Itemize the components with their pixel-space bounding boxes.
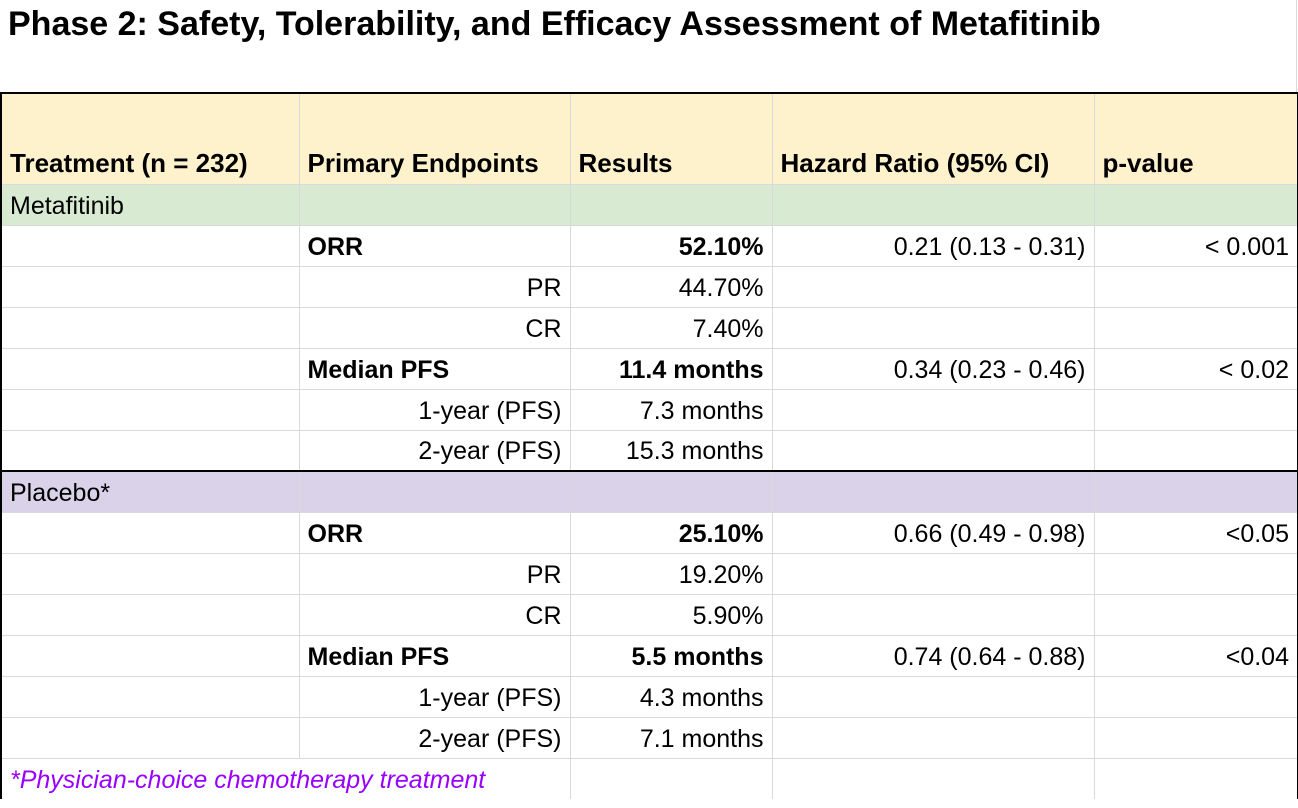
treatment-cell[interactable] (0, 593, 300, 636)
treatment-cell[interactable] (0, 388, 300, 431)
table-row: Median PFS 5.5 months 0.74 (0.64 - 0.88) <0… (0, 634, 1298, 677)
header-row: Treatment (n = 232) Primary Endpoints Re… (0, 92, 1298, 185)
result-cell[interactable]: 15.3 months (569, 429, 773, 472)
hazard-ratio-cell[interactable]: 0.74 (0.64 - 0.88) (771, 634, 1095, 677)
treatment-cell[interactable] (0, 716, 300, 759)
endpoint-cell[interactable]: 1-year (PFS) (298, 675, 571, 718)
endpoint-cell[interactable]: CR (298, 306, 571, 349)
endpoint-cell[interactable]: 2-year (PFS) (298, 429, 571, 472)
p-value-cell[interactable] (1093, 716, 1298, 759)
endpoint-cell[interactable]: PR (298, 265, 571, 308)
endpoint-cell[interactable]: CR (298, 593, 571, 636)
endpoint-cell[interactable]: PR (298, 552, 571, 595)
treatment-cell[interactable] (0, 429, 300, 472)
p-value-cell[interactable] (1093, 306, 1298, 349)
group-empty-cell[interactable] (298, 470, 571, 513)
endpoint-cell[interactable]: ORR (298, 224, 571, 267)
result-cell[interactable]: 11.4 months (569, 347, 773, 390)
header-results[interactable]: Results (569, 92, 773, 185)
group-empty-cell[interactable] (569, 470, 773, 513)
hazard-ratio-cell[interactable] (771, 716, 1095, 759)
footnote-text[interactable]: *Physician-choice chemotherapy treatment (0, 757, 571, 799)
group-empty-cell[interactable] (298, 183, 571, 226)
result-cell[interactable]: 4.3 months (569, 675, 773, 718)
hazard-ratio-cell[interactable] (771, 675, 1095, 718)
group-row: Metafitinib (0, 183, 1298, 226)
table-row: 1-year (PFS) 4.3 months (0, 675, 1298, 718)
table-row: PR 19.20% (0, 552, 1298, 595)
table-row: 2-year (PFS) 15.3 months (0, 429, 1298, 472)
footnote-row: *Physician-choice chemotherapy treatment (0, 757, 1298, 799)
p-value-cell[interactable] (1093, 388, 1298, 431)
treatment-cell[interactable] (0, 675, 300, 718)
page-title: Phase 2: Safety, Tolerability, and Effic… (8, 5, 1101, 43)
result-cell[interactable]: 7.1 months (569, 716, 773, 759)
hazard-ratio-cell[interactable] (771, 593, 1095, 636)
p-value-cell[interactable] (1093, 593, 1298, 636)
table-row: PR 44.70% (0, 265, 1298, 308)
hazard-ratio-cell[interactable]: 0.21 (0.13 - 0.31) (771, 224, 1095, 267)
header-treatment[interactable]: Treatment (n = 232) (0, 92, 300, 185)
hazard-ratio-cell[interactable]: 0.34 (0.23 - 0.46) (771, 347, 1095, 390)
endpoint-cell[interactable]: ORR (298, 511, 571, 554)
empty-cell[interactable] (569, 757, 773, 799)
endpoint-cell[interactable]: Median PFS (298, 347, 571, 390)
treatment-cell[interactable] (0, 552, 300, 595)
group-empty-cell[interactable] (1093, 183, 1298, 226)
p-value-cell[interactable]: < 0.001 (1093, 224, 1298, 267)
title-cell[interactable]: Phase 2: Safety, Tolerability, and Effic… (0, 0, 1297, 92)
hazard-ratio-cell[interactable] (771, 388, 1095, 431)
header-primary-endpoints[interactable]: Primary Endpoints (298, 92, 571, 185)
empty-cell[interactable] (1093, 757, 1298, 799)
hazard-ratio-cell[interactable] (771, 306, 1095, 349)
result-cell[interactable]: 52.10% (569, 224, 773, 267)
hazard-ratio-cell[interactable] (771, 552, 1095, 595)
empty-cell[interactable] (771, 757, 1095, 799)
table-row: 2-year (PFS) 7.1 months (0, 716, 1298, 759)
header-hazard-ratio[interactable]: Hazard Ratio (95% CI) (771, 92, 1095, 185)
table-row: Median PFS 11.4 months 0.34 (0.23 - 0.46) <… (0, 347, 1298, 390)
group-empty-cell[interactable] (771, 470, 1095, 513)
group-name-cell[interactable]: Placebo* (0, 470, 300, 513)
group-row: Placebo* (0, 470, 1298, 513)
treatment-cell[interactable] (0, 634, 300, 677)
table-row: 1-year (PFS) 7.3 months (0, 388, 1298, 431)
result-cell[interactable]: 5.5 months (569, 634, 773, 677)
treatment-cell[interactable] (0, 265, 300, 308)
endpoint-cell[interactable]: 2-year (PFS) (298, 716, 571, 759)
result-cell[interactable]: 19.20% (569, 552, 773, 595)
group-empty-cell[interactable] (569, 183, 773, 226)
treatment-cell[interactable] (0, 224, 300, 267)
endpoint-cell[interactable]: Median PFS (298, 634, 571, 677)
result-cell[interactable]: 7.40% (569, 306, 773, 349)
table-row: CR 7.40% (0, 306, 1298, 349)
result-cell[interactable]: 44.70% (569, 265, 773, 308)
p-value-cell[interactable]: <0.04 (1093, 634, 1298, 677)
table-row: CR 5.90% (0, 593, 1298, 636)
hazard-ratio-cell[interactable]: 0.66 (0.49 - 0.98) (771, 511, 1095, 554)
p-value-cell[interactable] (1093, 552, 1298, 595)
treatment-cell[interactable] (0, 306, 300, 349)
result-cell[interactable]: 7.3 months (569, 388, 773, 431)
group-empty-cell[interactable] (771, 183, 1095, 226)
header-p-value[interactable]: p-value (1093, 92, 1298, 185)
p-value-cell[interactable]: < 0.02 (1093, 347, 1298, 390)
endpoint-cell[interactable]: 1-year (PFS) (298, 388, 571, 431)
hazard-ratio-cell[interactable] (771, 429, 1095, 472)
table-row: ORR 52.10% 0.21 (0.13 - 0.31) < 0.001 (0, 224, 1298, 267)
p-value-cell[interactable] (1093, 675, 1298, 718)
p-value-cell[interactable] (1093, 265, 1298, 308)
result-cell[interactable]: 25.10% (569, 511, 773, 554)
p-value-cell[interactable] (1093, 429, 1298, 472)
group-empty-cell[interactable] (1093, 470, 1298, 513)
result-cell[interactable]: 5.90% (569, 593, 773, 636)
treatment-cell[interactable] (0, 347, 300, 390)
hazard-ratio-cell[interactable] (771, 265, 1095, 308)
group-name-cell[interactable]: Metafitinib (0, 183, 300, 226)
results-table: Treatment (n = 232) Primary Endpoints Re… (0, 92, 1298, 799)
table-row: ORR 25.10% 0.66 (0.49 - 0.98) <0.05 (0, 511, 1298, 554)
treatment-cell[interactable] (0, 511, 300, 554)
p-value-cell[interactable]: <0.05 (1093, 511, 1298, 554)
